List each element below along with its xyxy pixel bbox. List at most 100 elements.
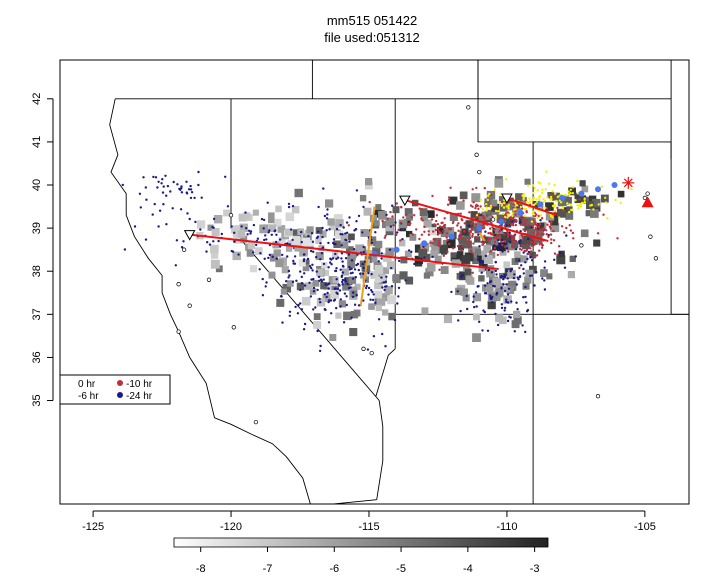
particle-point — [503, 274, 507, 277]
particle-point — [286, 255, 289, 258]
particle-point — [522, 223, 526, 226]
particle-point — [188, 217, 191, 221]
particle-point — [469, 230, 473, 234]
particle-point — [510, 300, 513, 303]
particle-point — [343, 279, 346, 282]
particle-point — [345, 221, 349, 224]
particle-point — [484, 254, 487, 258]
particle-point — [300, 275, 303, 279]
particle-point — [433, 238, 437, 241]
particle-point — [506, 301, 510, 304]
particle-point — [438, 268, 441, 271]
particle-point — [479, 205, 482, 208]
particle-point — [477, 207, 480, 211]
particle-point — [523, 229, 527, 233]
particle-point — [569, 229, 573, 232]
particle-point — [152, 175, 155, 179]
particle-point — [532, 210, 535, 213]
particle-point — [370, 273, 373, 276]
particle-point — [542, 198, 545, 201]
particle-point — [401, 238, 404, 241]
particle-point — [342, 226, 345, 229]
density-cell — [292, 236, 301, 246]
particle-point — [537, 225, 541, 229]
y-tick-label: 36 — [31, 351, 43, 363]
particle-point — [506, 216, 509, 219]
particle-point — [505, 300, 508, 304]
markers — [176, 105, 659, 425]
particle-point — [567, 190, 570, 193]
particle-point — [268, 253, 271, 257]
density-cell — [484, 198, 494, 208]
density-cell — [210, 244, 219, 254]
particle-point — [299, 270, 302, 273]
density-cell — [503, 286, 511, 293]
particle-point — [514, 223, 518, 227]
density-cell — [535, 228, 544, 237]
particle-point — [162, 203, 165, 206]
particle-point — [395, 202, 398, 205]
density-cell — [210, 259, 220, 269]
particle-point — [345, 295, 348, 298]
trajectory-point — [611, 182, 618, 188]
mexico-border — [328, 499, 377, 504]
particle-point — [396, 231, 399, 234]
density-cell — [296, 282, 305, 291]
density-cell — [286, 245, 293, 252]
density-cell — [568, 187, 576, 196]
particle-point — [565, 226, 568, 230]
particle-point — [483, 186, 486, 190]
particle-point — [505, 298, 508, 301]
particle-point — [320, 252, 324, 255]
particle-point — [450, 290, 453, 294]
density-cell — [278, 236, 286, 245]
particle-point — [486, 239, 490, 243]
particle-point — [540, 232, 543, 235]
particle-point — [233, 231, 236, 234]
particle-point — [535, 228, 538, 232]
state-line — [670, 141, 689, 315]
density-cell — [298, 259, 306, 267]
particle-point — [189, 196, 193, 200]
particle-point — [362, 205, 365, 209]
density-cell — [275, 205, 282, 213]
particle-point — [438, 243, 441, 246]
particle-point — [526, 257, 529, 261]
particle-point — [566, 202, 569, 205]
state-line — [376, 400, 384, 500]
particle-point — [342, 321, 346, 324]
particle-point — [355, 189, 359, 192]
density-cell — [503, 295, 512, 304]
particle-point — [535, 254, 539, 257]
particle-point — [380, 257, 383, 260]
particle-point — [487, 232, 490, 235]
density-cell — [387, 295, 397, 305]
particle-point — [527, 250, 530, 254]
particle-point — [350, 316, 353, 319]
particle-point — [535, 271, 538, 274]
particle-point — [530, 244, 533, 247]
particle-point — [423, 230, 426, 233]
particle-point — [499, 237, 502, 240]
particle-point — [326, 291, 329, 295]
density-cell — [449, 196, 458, 205]
particle-point — [362, 250, 365, 254]
density-cell — [461, 255, 471, 264]
particle-point — [466, 307, 469, 311]
y-tick-label: 42 — [31, 93, 43, 105]
particle-point — [368, 200, 371, 204]
plot-frame — [59, 59, 690, 505]
particle-point — [182, 240, 185, 243]
particle-point — [534, 226, 537, 230]
density-cell — [456, 251, 464, 258]
particle-point — [240, 225, 243, 228]
density-cell — [306, 226, 314, 234]
particle-point — [531, 224, 535, 228]
particle-point — [311, 240, 315, 243]
density-cell — [522, 235, 531, 245]
particle-point — [540, 243, 544, 246]
particle-point — [398, 259, 401, 263]
particle-point — [310, 278, 313, 281]
particle-point — [287, 269, 291, 273]
particle-point — [515, 283, 518, 286]
